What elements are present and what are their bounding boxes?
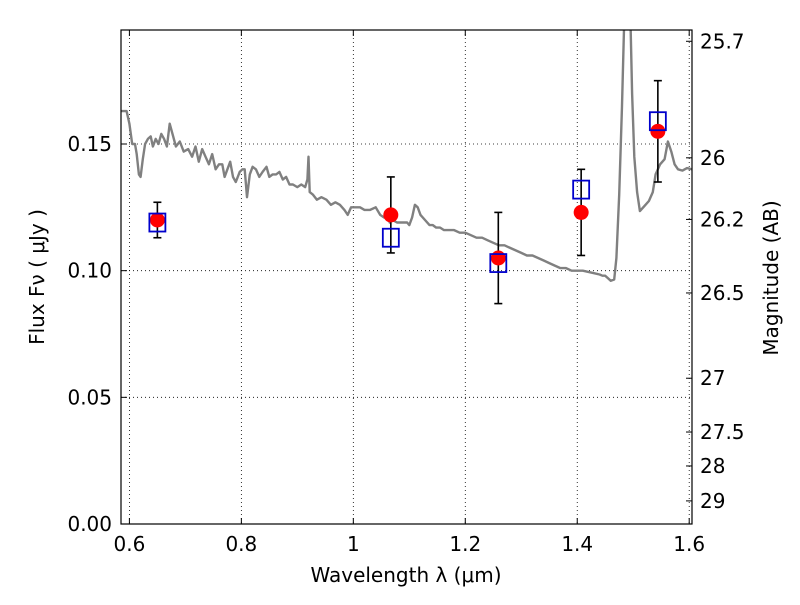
x-tick-label: 0.8: [225, 532, 257, 556]
x-tick-label: 1.2: [449, 532, 481, 556]
x-tick-label: 1: [347, 532, 360, 556]
plot-area: [121, 30, 692, 305]
y-tick-label: 0.00: [67, 512, 112, 536]
model-photometry-square: [648, 111, 667, 132]
model-photometry-square: [381, 227, 400, 248]
y2-tick-label: 27.5: [700, 420, 745, 444]
y2-tick-label: 27: [700, 366, 725, 390]
y-tick-label: 0.05: [67, 385, 112, 409]
y-tick-label: 0.10: [67, 259, 112, 283]
observed-point: [383, 207, 399, 223]
x-tick-label: 1.6: [673, 532, 705, 556]
observed-point: [490, 250, 506, 266]
plot-frame: [120, 29, 693, 525]
y2-tick-label: 25.7: [700, 29, 745, 53]
y2-tick-label: 26.2: [700, 207, 745, 231]
x-axis-label: Wavelength λ (μm): [310, 563, 501, 587]
y2-tick-label: 29: [700, 489, 725, 513]
y-axis-label: Flux Fν ( μJy ): [25, 209, 49, 345]
x-tick-label: 0.6: [113, 532, 145, 556]
y2-tick-label: 26.5: [700, 281, 745, 305]
observed-point: [573, 204, 589, 220]
model-photometry-square: [148, 212, 167, 233]
y2-tick-label: 26: [700, 146, 725, 170]
y2-axis-label: Magnitude (AB): [759, 200, 783, 355]
model-photometry-square: [489, 253, 508, 273]
model-photometry-square: [572, 179, 591, 200]
y2-tick-label: 28: [700, 454, 725, 478]
axis-ticks: 0.6 0.8 1 1.2 1.4 1.6 0.00 0.05 0.10 0.15 25.7 26 26…: [67, 29, 744, 556]
observed-point: [149, 212, 165, 228]
x-tick-label: 1.4: [561, 532, 593, 556]
observed-point: [650, 123, 666, 139]
model-spectrum-line: [121, 30, 626, 282]
y-tick-label: 0.15: [67, 132, 112, 156]
